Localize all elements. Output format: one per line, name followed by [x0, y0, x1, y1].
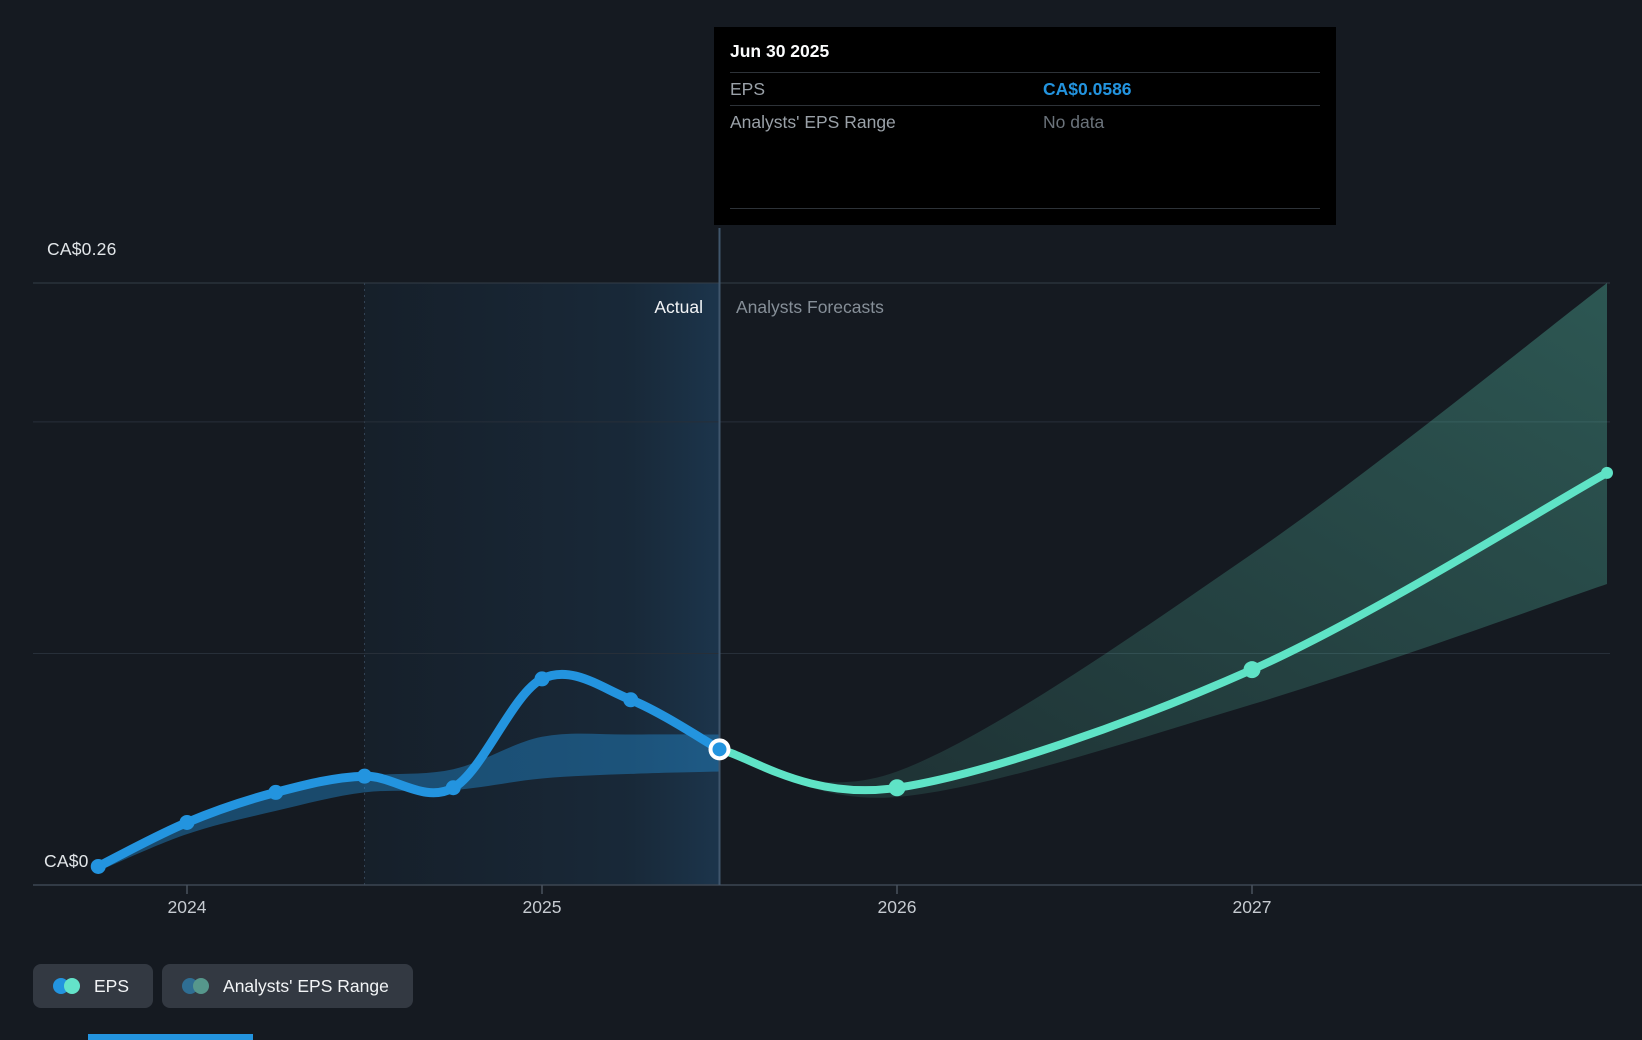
tooltip-eps-row: EPS CA$0.0586	[730, 73, 1320, 106]
chart-legend: EPS Analysts' EPS Range	[33, 964, 413, 1008]
tooltip-range-row: Analysts' EPS Range No data	[730, 106, 1320, 138]
past-analyst-eps-range-band	[98, 733, 720, 872]
tooltip-bottom-divider	[730, 208, 1320, 209]
forecast-end-point[interactable]	[1601, 466, 1613, 479]
tooltip-eps-label: EPS	[730, 78, 766, 99]
current-eps-point-highlighted[interactable]	[708, 738, 731, 761]
eps-data-point[interactable]	[623, 692, 639, 708]
x-axis-year-label: 2025	[523, 897, 562, 917]
legend-item-eps-label: EPS	[94, 975, 130, 996]
eps-data-point[interactable]	[445, 780, 461, 796]
x-axis-year-label: 2027	[1233, 897, 1272, 917]
legend-item-eps[interactable]: EPS	[33, 964, 154, 1008]
actual-section-label: Actual	[654, 297, 703, 317]
tooltip-date-title: Jun 30 2025	[730, 27, 1320, 73]
x-axis-year-label: 2026	[878, 897, 917, 917]
eps-data-point[interactable]	[179, 814, 195, 830]
tooltip-range-label: Analysts' EPS Range	[730, 111, 896, 132]
eps-data-point[interactable]	[534, 671, 550, 687]
eps-data-point[interactable]	[268, 784, 284, 800]
chart-tooltip: Jun 30 2025 EPS CA$0.0586 Analysts' EPS …	[714, 27, 1336, 225]
forecast-data-point[interactable]	[1243, 661, 1261, 679]
eps-legend-icon	[53, 978, 80, 994]
forecast-data-point[interactable]	[888, 779, 906, 797]
forecasts-section-label: Analysts Forecasts	[736, 297, 884, 317]
tooltip-range-value: No data	[1043, 111, 1105, 132]
scrollbar-thumb[interactable]	[88, 1034, 253, 1040]
y-axis-zero-label: CA$0	[44, 851, 89, 871]
analysts-range-legend-icon	[182, 978, 210, 994]
forecast-analyst-eps-range-band	[719, 283, 1607, 798]
highlight-last-12-months-band	[364, 283, 720, 885]
eps-actual-line	[93, 669, 724, 871]
eps-data-point[interactable]	[357, 768, 372, 784]
legend-item-analysts-eps-range[interactable]: Analysts' EPS Range	[162, 964, 413, 1008]
tooltip-eps-value: CA$0.0586	[1043, 78, 1132, 99]
y-axis-max-label: CA$0.26	[47, 239, 117, 259]
eps-forecast-line	[715, 468, 1611, 795]
legend-item-analysts-label: Analysts' EPS Range	[223, 975, 389, 996]
eps-data-point[interactable]	[90, 858, 106, 874]
x-axis-year-label: 2024	[168, 897, 207, 917]
